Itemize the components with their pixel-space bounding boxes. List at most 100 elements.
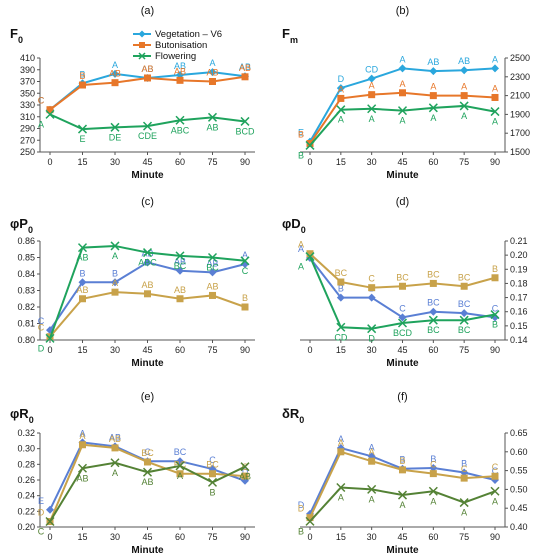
data-point-stroke <box>45 516 55 527</box>
x-tick-label: 0 <box>47 157 52 167</box>
panel-letter: (c) <box>141 196 154 208</box>
data-point <box>399 466 406 474</box>
significance-label: C <box>399 303 406 313</box>
data-point-stroke <box>490 107 500 117</box>
data-point <box>207 477 218 487</box>
data-point <box>46 505 54 514</box>
panel-letter: (e) <box>141 391 154 403</box>
x-tick-label: 60 <box>175 345 185 355</box>
significance-label: A <box>492 117 498 127</box>
data-point <box>367 484 377 494</box>
data-point <box>209 470 216 478</box>
data-point <box>176 295 184 303</box>
data-point-stroke <box>490 486 500 496</box>
data-point <box>144 458 151 466</box>
data-point <box>460 309 469 318</box>
data-point <box>429 307 438 316</box>
data-point <box>144 290 151 298</box>
significance-label: B <box>298 130 304 140</box>
data-point <box>45 109 55 119</box>
y-tick-label: 0.80 <box>17 335 35 345</box>
data-point <box>368 91 376 99</box>
data-point-stroke <box>459 101 469 111</box>
data-point <box>490 486 500 496</box>
data-point <box>110 122 120 132</box>
y-tick-label: 370 <box>20 77 35 87</box>
significance-label: C <box>38 316 45 326</box>
data-point <box>241 472 249 480</box>
y-tick-label: 1700 <box>510 128 530 138</box>
x-tick-label: 45 <box>397 157 407 167</box>
significance-label: A <box>112 468 118 478</box>
series-but: CB AB AB AB AB AB <box>38 63 251 114</box>
significance-label: A <box>298 240 304 250</box>
significance-label: A <box>112 278 118 288</box>
data-point <box>209 291 216 299</box>
y-tick-label: 0.32 <box>17 428 35 438</box>
significance-label: A <box>209 58 215 68</box>
significance-label: C <box>368 274 375 284</box>
data-point <box>399 89 406 97</box>
significance-label: A <box>461 508 467 518</box>
significance-label: B <box>399 455 405 465</box>
x-tick-label: 75 <box>459 157 469 167</box>
significance-label: D <box>368 334 375 344</box>
y-tick-label: 0.84 <box>17 269 35 279</box>
data-point <box>459 315 469 325</box>
data-point <box>337 278 345 286</box>
significance-label: BC <box>458 299 471 309</box>
significance-label: C <box>38 96 45 106</box>
x-tick-label: 60 <box>428 532 438 542</box>
x-tick-label: 45 <box>142 157 152 167</box>
data-point-stroke <box>240 256 250 266</box>
y-tick-label: 0.24 <box>17 491 35 501</box>
significance-label: AB <box>76 285 88 295</box>
data-point-stroke <box>45 109 55 119</box>
significance-label: E <box>38 496 44 506</box>
x-axis-title: Minute <box>131 545 164 556</box>
significance-label: C <box>38 96 45 106</box>
x-tick-label: 0 <box>307 345 312 355</box>
data-point-stroke <box>428 486 438 496</box>
y-tick-label: 0.83 <box>17 286 35 296</box>
data-point <box>337 94 345 102</box>
data-point <box>77 243 88 253</box>
x-tick-label: 30 <box>110 157 120 167</box>
y-tick-label: 0.85 <box>17 253 35 263</box>
significance-label: CD <box>334 332 347 342</box>
data-point-stroke <box>175 251 185 261</box>
data-point <box>143 258 152 267</box>
data-point <box>459 101 469 111</box>
legend-marker <box>138 30 146 38</box>
y-tick-label: 0.18 <box>510 278 528 288</box>
significance-label: ABC <box>171 125 190 135</box>
significance-label: C <box>209 455 216 465</box>
data-point-stroke <box>367 324 377 334</box>
series-flo: B A A A A A A <box>298 482 500 536</box>
significance-label: A <box>430 496 436 506</box>
data-point-stroke <box>397 490 408 500</box>
data-point <box>111 288 119 296</box>
panel-letter: (f) <box>397 391 407 403</box>
x-tick-label: 0 <box>47 532 52 542</box>
data-point-stroke <box>175 461 185 471</box>
significance-label: C <box>492 462 499 472</box>
significance-label: A <box>430 82 436 92</box>
x-tick-label: 15 <box>77 532 87 542</box>
series-but: A BC C BC BC BC B <box>298 240 499 292</box>
data-point <box>176 76 184 84</box>
y-tick-label: 0.14 <box>510 335 528 345</box>
data-point <box>208 68 217 77</box>
y-tick-label: 250 <box>20 147 35 157</box>
significance-label: A <box>338 115 344 125</box>
y-tick-label: 0.55 <box>510 466 528 476</box>
x-tick-label: 45 <box>397 345 407 355</box>
data-point <box>77 463 88 473</box>
x-tick-label: 30 <box>367 157 377 167</box>
data-point <box>490 107 500 117</box>
data-point <box>368 284 376 292</box>
significance-label: AB <box>206 258 218 268</box>
data-point-stroke <box>459 315 469 325</box>
data-point-stroke <box>77 463 88 473</box>
